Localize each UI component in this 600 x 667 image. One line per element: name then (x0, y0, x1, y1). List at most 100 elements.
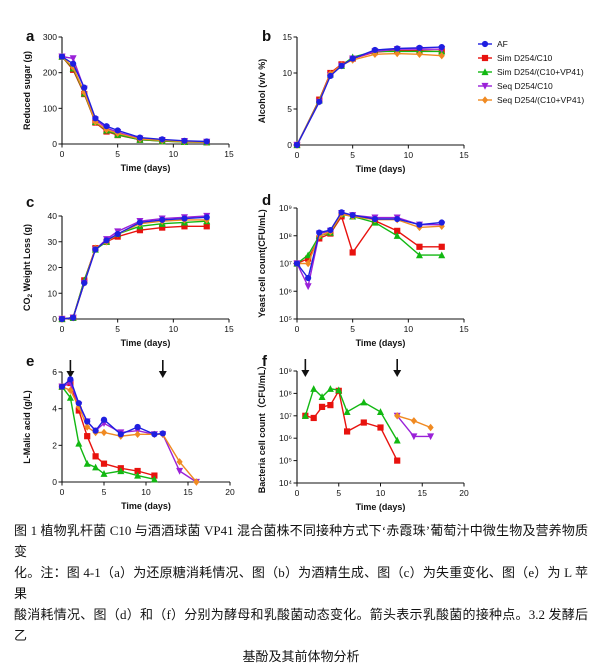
data-point (394, 227, 401, 234)
series-sim-d254-c10-vp41- (58, 52, 211, 146)
data-point (427, 423, 434, 432)
data-point (92, 463, 100, 471)
arrow-head (158, 371, 167, 378)
y-tick-label: 5 (287, 104, 292, 114)
y-tick-label: 10⁶ (279, 433, 292, 443)
x-tick-label: 5 (336, 488, 341, 498)
series-line (61, 219, 207, 320)
y-axis-label: Yeast cell count(CFU/mL) (257, 209, 267, 318)
data-point (410, 417, 417, 425)
series-line (61, 56, 207, 143)
data-point (69, 55, 77, 63)
data-point (327, 226, 334, 234)
inoculation-arrow (393, 359, 402, 377)
legend-item: Seq D254/C10 (478, 81, 553, 91)
x-tick-label: 5 (102, 487, 107, 497)
data-point (393, 232, 401, 239)
data-point (84, 423, 91, 431)
legend: AF Sim D254/C10 Sim D254/(C10+VP41) Seq D25… (478, 39, 584, 105)
chart-panel-e: e 0 5 10 15 20 0 2 4 6 Time (days) L-Malic acid (g/… (22, 353, 235, 511)
data-point (100, 416, 108, 423)
data-point (316, 98, 323, 105)
x-tick-label: 20 (459, 488, 469, 498)
data-point (75, 400, 82, 407)
data-point (67, 386, 74, 395)
series-af (58, 53, 210, 145)
y-axis-label: L-Malic acid (g/L) (22, 390, 32, 464)
series-line (296, 211, 442, 280)
data-point (151, 431, 158, 438)
data-point (338, 62, 345, 69)
data-point (394, 45, 401, 52)
x-tick-label: 10 (141, 487, 151, 497)
data-point (114, 230, 121, 238)
data-point (203, 138, 210, 145)
data-point (438, 219, 445, 226)
chart-panel-f: f 0 5 10 15 20 10⁴ 10⁵ 10⁶ 10⁷ 10⁸ 10⁹ Time (days) Ba… (257, 353, 469, 512)
y-tick-label: 10⁷ (279, 259, 292, 269)
y-tick-label: 20 (48, 263, 58, 273)
data-point (326, 385, 334, 392)
panel-label: d (262, 192, 271, 209)
data-point (58, 53, 66, 60)
figure-caption: 图 1 植物乳杆菌 C10 与酒酒球菌 VP41 混合菌株不同接种方式下‘赤霞珠… (14, 520, 588, 667)
data-point (318, 403, 326, 410)
data-point (193, 478, 200, 486)
y-tick-label: 200 (43, 68, 57, 78)
data-point (393, 436, 401, 444)
series-sim-d254-c10-vp41- (301, 385, 401, 444)
data-point (70, 314, 77, 321)
x-axis-label: Time (days) (121, 163, 171, 173)
data-point (159, 224, 166, 231)
data-point (438, 43, 445, 51)
legend-label: Sim D254/C10 (497, 53, 553, 63)
inoculation-arrow (301, 359, 310, 377)
data-point (75, 439, 83, 447)
y-axis-label: Bacteria cell count（CFU/mL） (257, 361, 267, 494)
y-tick-label: 10⁸ (279, 231, 292, 241)
data-point (394, 457, 401, 464)
y-tick-label: 0 (52, 139, 57, 149)
data-point (293, 260, 301, 267)
data-point (92, 115, 99, 122)
panel-label: a (26, 28, 35, 45)
data-point (394, 49, 401, 58)
data-point (103, 237, 110, 244)
legend-marker (481, 82, 489, 90)
x-tick-label: 0 (295, 150, 300, 160)
y-tick-label: 4 (52, 404, 57, 414)
x-tick-label: 10 (169, 149, 179, 159)
data-point (81, 279, 88, 287)
inoculation-arrow (66, 360, 75, 378)
x-tick-label: 20 (225, 487, 235, 497)
series-sim-d254-c10 (293, 47, 445, 149)
data-point (338, 209, 345, 216)
data-point (360, 419, 367, 426)
data-point (316, 229, 323, 236)
data-point (159, 136, 166, 143)
x-tick-label: 10 (404, 150, 414, 160)
series-line (61, 378, 163, 436)
y-tick-label: 10⁶ (279, 286, 292, 296)
series-af (58, 214, 210, 323)
data-point (349, 249, 356, 256)
data-point (92, 246, 99, 253)
data-point (416, 50, 423, 58)
data-point (92, 427, 99, 434)
data-point (136, 219, 144, 226)
legend-label: Seq D254/(C10+VP41) (497, 95, 584, 105)
x-axis-label: Time (days) (356, 164, 406, 174)
data-point (377, 408, 384, 415)
x-tick-label: 10 (169, 324, 179, 334)
y-tick-label: 0 (287, 140, 292, 150)
x-tick-label: 5 (115, 324, 120, 334)
data-point (438, 243, 445, 250)
data-point (81, 84, 88, 91)
series-line (61, 382, 197, 483)
data-point (100, 470, 108, 477)
data-point (327, 402, 334, 409)
data-point (159, 430, 166, 437)
data-point (92, 453, 99, 460)
y-tick-label: 10⁹ (279, 203, 292, 213)
chart-panel-a: a 0 5 10 15 0 100 200 300 Time (days) Reduced suga… (22, 28, 234, 173)
